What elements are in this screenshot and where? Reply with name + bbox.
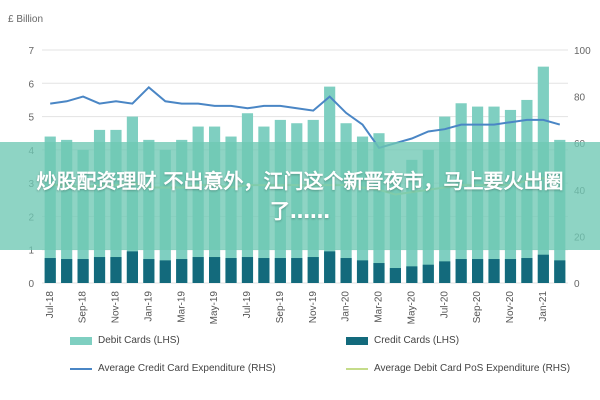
bar-credit — [241, 257, 254, 283]
bar-credit — [439, 261, 451, 283]
legend-swatch — [70, 367, 92, 370]
bar-credit — [93, 257, 106, 283]
y-tick-label-right: 100 — [574, 46, 591, 57]
bar-credit — [225, 258, 237, 283]
bar-credit — [356, 260, 369, 283]
legend-item-avg-debit: Average Debit Card PoS Expenditure (RHS) — [346, 363, 570, 374]
x-tick-label: Sep-20 — [472, 291, 483, 324]
x-tick-label: Jul-20 — [439, 291, 450, 319]
bar-credit — [554, 260, 566, 283]
bar-credit — [274, 258, 286, 283]
x-tick-label: May-19 — [209, 291, 220, 325]
y-axis-left-label: £ Billion — [8, 14, 43, 25]
bar-credit — [176, 259, 188, 283]
bar-credit — [422, 264, 434, 283]
bar-credit — [521, 258, 533, 283]
x-tick-label: Jul-18 — [45, 291, 56, 319]
legend-label: Average Credit Card Expenditure (RHS) — [98, 363, 276, 374]
legend-item-credit-cards: Credit Cards (LHS) — [346, 335, 459, 346]
line-avg-credit — [50, 85, 561, 150]
bar-credit — [77, 259, 89, 283]
x-tick-label: Sep-19 — [275, 291, 286, 324]
x-tick-label: Sep-18 — [78, 291, 89, 324]
bar-credit — [44, 258, 56, 283]
legend-label: Debit Cards (LHS) — [98, 335, 180, 346]
bar-credit — [159, 260, 171, 283]
legend-swatch — [346, 367, 368, 370]
bar-credit — [110, 257, 122, 283]
bar-credit — [389, 268, 401, 283]
y-tick-label-left: 1 — [28, 246, 34, 257]
y-tick-label-left: 5 — [28, 113, 34, 124]
bar-credit — [455, 259, 467, 283]
y-tick-label-right: 0 — [574, 279, 580, 290]
legend-item-debit-cards: Debit Cards (LHS) — [70, 335, 180, 346]
x-tick-label: Jan-21 — [538, 291, 549, 322]
y-tick-label-left: 0 — [28, 279, 34, 290]
legend-label: Credit Cards (LHS) — [374, 335, 460, 346]
bar-credit — [291, 258, 303, 283]
y-tick-label-left: 7 — [28, 46, 34, 57]
bar-credit — [373, 263, 385, 283]
x-ticks: Jul-18 Sep-18 Nov-18 Jan-19 Mar-19 May-19 Jul-… — [45, 291, 549, 325]
x-tick-label: Nov-20 — [505, 291, 516, 324]
legend-swatch — [346, 336, 368, 345]
x-tick-label: Jan-19 — [143, 291, 154, 322]
x-tick-label: Nov-18 — [111, 291, 122, 324]
x-tick-label: Jan-20 — [341, 291, 352, 322]
x-tick-label: Nov-19 — [308, 291, 319, 324]
bar-credit — [258, 258, 270, 283]
bar-credit — [307, 257, 319, 283]
bar-credit — [488, 259, 500, 283]
x-tick-label: May-20 — [406, 291, 417, 325]
legend-label: Average Debit Card PoS Expenditure (RHS) — [374, 363, 571, 374]
bar-credit — [324, 251, 336, 283]
y-tick-label-left: 6 — [28, 79, 34, 90]
bar-credit — [192, 257, 204, 283]
bar-credit — [209, 257, 221, 283]
bar-credit — [61, 259, 73, 283]
x-tick-label: Mar-20 — [374, 291, 385, 323]
x-tick-label: Mar-19 — [176, 291, 187, 323]
legend-swatch — [70, 336, 92, 345]
legend-item-avg-credit: Average Credit Card Expenditure (RHS) — [70, 363, 276, 374]
bar-credit — [143, 259, 155, 283]
bar-credit — [472, 259, 484, 283]
y-tick-label-right: 80 — [574, 93, 586, 104]
headline-banner: 炒股配资理财 不出意外，江门这个新晋夜市，马上要火出圈了…… — [0, 142, 600, 250]
x-tick-label: Jul-19 — [242, 291, 253, 319]
bar-credit — [504, 259, 517, 283]
headline-text: 炒股配资理财 不出意外，江门这个新晋夜市，马上要火出圈了…… — [36, 169, 564, 223]
bar-credit — [340, 258, 352, 283]
bar-credit — [537, 254, 549, 283]
bar-credit — [126, 251, 138, 283]
bar-credit — [406, 266, 418, 283]
